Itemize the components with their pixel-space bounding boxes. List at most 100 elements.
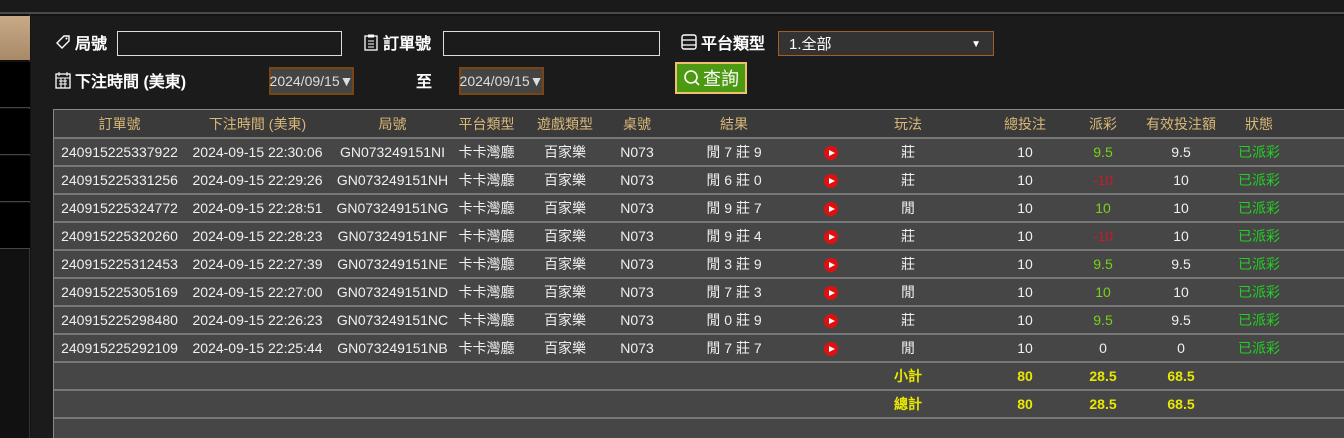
sidebar-item[interactable] [0, 203, 30, 249]
chevron-down-icon: ▼ [971, 39, 981, 50]
column-header: 玩法 [856, 110, 986, 139]
cell: 9.5 [1142, 250, 1220, 279]
cell: 閒 7 莊 9 [662, 138, 806, 167]
cell: 卡卡灣廳 [455, 278, 518, 307]
sidebar-item[interactable] [0, 109, 30, 155]
cell: 10 [986, 222, 1064, 251]
column-header: 狀態 [1220, 110, 1298, 139]
cell: 莊 [856, 166, 986, 195]
sidebar-item[interactable] [0, 156, 30, 202]
cell: 百家樂 [518, 166, 612, 195]
cell: -10 [1064, 166, 1142, 195]
cell: - [1298, 166, 1344, 195]
cell: N073 [612, 306, 662, 335]
cell: 百家樂 [518, 306, 612, 335]
cell: N073 [612, 194, 662, 223]
cell: 閒 6 莊 0 [662, 166, 806, 195]
play-video-icon[interactable] [824, 286, 838, 301]
cell: 小計 [856, 362, 986, 391]
play-video-icon[interactable] [824, 230, 838, 245]
sidebar-active-item[interactable] [0, 16, 30, 60]
play-video-icon[interactable] [824, 258, 838, 273]
tag-icon [56, 35, 70, 49]
play-video-icon[interactable] [824, 146, 838, 161]
replay-cell [806, 166, 856, 195]
server-list-icon [681, 34, 697, 50]
cell: N073 [612, 166, 662, 195]
column-header: 結果 [662, 110, 806, 139]
cell [185, 390, 330, 419]
cell: 80 [986, 362, 1064, 391]
cell: 閒 7 莊 7 [662, 334, 806, 363]
round-input[interactable] [117, 31, 342, 56]
cell: 2024-09-15 22:26:23 [185, 306, 330, 335]
cell: 百家樂 [518, 194, 612, 223]
cell: 卡卡灣廳 [455, 250, 518, 279]
play-video-icon[interactable] [824, 314, 838, 329]
replay-cell [806, 334, 856, 363]
cell: 已派彩 [1220, 306, 1298, 335]
table-row: 240915225337922 2024-09-15 22:30:06 GN0732… [54, 138, 1344, 167]
cell: 卡卡灣廳 [455, 194, 518, 223]
table-row: 240915225324772 2024-09-15 22:28:51 GN0732… [54, 194, 1344, 223]
cell: -10 [1064, 222, 1142, 251]
cell: GN073249151NC [330, 306, 455, 335]
play-video-icon[interactable] [824, 174, 838, 189]
cell: N073 [612, 334, 662, 363]
column-header: 下注時間 (美東) [185, 110, 330, 139]
subtotal-row: 小計 80 28.5 68.5 [54, 362, 1344, 391]
platform-label: 平台類型 [680, 30, 765, 54]
cell [662, 390, 806, 419]
clipboard-icon [364, 34, 378, 51]
cell: N073 [612, 138, 662, 167]
platform-select[interactable]: 1.全部 ▼ [778, 31, 994, 56]
cell: 10 [986, 194, 1064, 223]
grandtotal-row: 總計 80 28.5 68.5 [54, 390, 1344, 419]
cell: N073 [612, 278, 662, 307]
replay-cell [806, 194, 856, 223]
cell [185, 362, 330, 391]
cell: 68.5 [1142, 362, 1220, 391]
cell: 0 [1142, 334, 1220, 363]
cell: GN073249151NE [330, 250, 455, 279]
cell: - [1298, 222, 1344, 251]
cell [518, 390, 612, 419]
search-button[interactable]: 查詢 [675, 62, 747, 94]
cell: 卡卡灣廳 [455, 166, 518, 195]
cell: - [1298, 250, 1344, 279]
cell: 240915225324772 [54, 194, 185, 223]
date-from-picker[interactable]: 2024/09/15▼ [269, 67, 354, 95]
cell [455, 362, 518, 391]
cell: 莊 [856, 306, 986, 335]
cell: 9.5 [1064, 250, 1142, 279]
cell: 9.5 [1142, 306, 1220, 335]
cell [1298, 362, 1344, 391]
cell: 百家樂 [518, 334, 612, 363]
cell: 閒 7 莊 3 [662, 278, 806, 307]
order-input[interactable] [443, 31, 660, 56]
bet-records-table: 訂單號 下注時間 (美東) 局號 平台類型 遊戲類型 桌號 結果 玩法 總投注 派彩 有效投注額 狀態… [53, 109, 1344, 438]
sidebar-item[interactable] [0, 62, 30, 108]
cell: 已派彩 [1220, 222, 1298, 251]
cell: 已派彩 [1220, 194, 1298, 223]
cell: GN073249151NB [330, 334, 455, 363]
cell: 閒 [856, 194, 986, 223]
cell: 240915225292109 [54, 334, 185, 363]
cell: 10 [1142, 166, 1220, 195]
cell: 240915225298480 [54, 306, 185, 335]
play-video-icon[interactable] [824, 342, 838, 357]
cell: 卡卡灣廳 [455, 222, 518, 251]
play-video-icon[interactable] [824, 202, 838, 217]
date-to-picker[interactable]: 2024/09/15▼ [459, 67, 544, 95]
cell: 10 [1064, 278, 1142, 307]
replay-cell [806, 138, 856, 167]
cell [612, 362, 662, 391]
cell: 2024-09-15 22:30:06 [185, 138, 330, 167]
cell: 卡卡灣廳 [455, 306, 518, 335]
table-row: 240915225305169 2024-09-15 22:27:00 GN0732… [54, 278, 1344, 307]
cell: 9.5 [1142, 138, 1220, 167]
cell: 240915225305169 [54, 278, 185, 307]
search-icon [684, 70, 700, 86]
cell: 閒 0 莊 9 [662, 306, 806, 335]
cell: 總計 [856, 390, 986, 419]
